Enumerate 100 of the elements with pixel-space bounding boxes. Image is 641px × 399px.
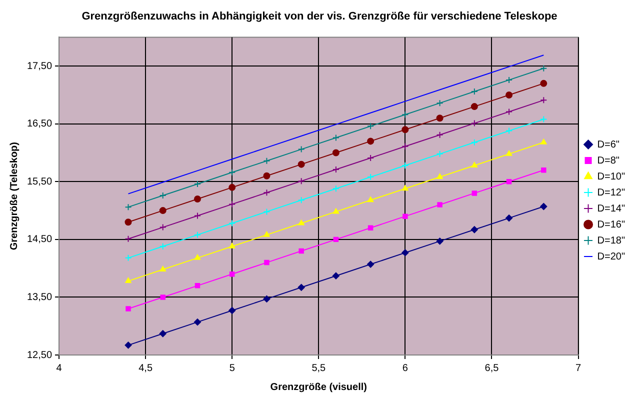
point [470, 103, 478, 110]
y-tick-label: 16,50 [26, 118, 52, 130]
point [470, 88, 478, 96]
point [263, 172, 270, 180]
point [263, 157, 270, 164]
legend-label: D=8" [597, 155, 620, 166]
point [124, 218, 132, 226]
legend-label: D=18" [597, 235, 626, 246]
point [367, 138, 374, 145]
point [437, 202, 442, 208]
point [298, 220, 304, 226]
point [402, 126, 409, 134]
point [194, 283, 200, 288]
point [194, 231, 201, 238]
point [402, 214, 408, 219]
point [470, 120, 478, 127]
point [194, 180, 201, 188]
legend-label: D=20" [597, 251, 626, 262]
point [436, 114, 444, 122]
legend-label: D=12" [597, 187, 626, 198]
point [298, 248, 304, 254]
point [333, 236, 339, 242]
point [471, 162, 478, 168]
point [332, 272, 340, 280]
x-tick-label: 7 [575, 362, 582, 374]
point [506, 108, 513, 116]
point [298, 178, 305, 185]
point [194, 212, 201, 220]
point [263, 295, 270, 302]
point [298, 160, 305, 168]
point [402, 249, 409, 256]
point [436, 174, 443, 180]
point [228, 307, 236, 314]
point [194, 195, 201, 202]
point [436, 150, 444, 158]
point [194, 318, 201, 326]
point [506, 76, 513, 84]
legend-label: D=16" [597, 219, 626, 230]
point [263, 208, 270, 216]
point [229, 271, 235, 277]
point [229, 242, 236, 248]
point [367, 260, 374, 268]
point [298, 196, 305, 204]
point [368, 225, 374, 230]
point [540, 138, 547, 144]
point [298, 284, 305, 291]
x-tick-label: 5 [229, 362, 236, 374]
point [159, 224, 166, 231]
x-tick-label: 6,5 [484, 362, 500, 374]
point [540, 80, 548, 87]
y-tick-label: 14,50 [26, 234, 52, 246]
legend-label: D=10" [597, 171, 626, 182]
y-axis-title: Grenzgröße (Teleskop) [8, 142, 20, 250]
point [124, 342, 132, 349]
point [367, 154, 374, 162]
point [159, 207, 166, 214]
y-tick-label: 15,50 [26, 176, 52, 188]
point [228, 220, 236, 227]
y-tick-label: 17,50 [26, 60, 52, 72]
point [402, 111, 409, 118]
point [126, 306, 131, 312]
point [194, 254, 201, 260]
x-tick-label: 6 [402, 362, 408, 374]
point [506, 179, 512, 184]
point [160, 266, 166, 272]
point [436, 238, 444, 245]
point [367, 122, 374, 130]
point [506, 214, 513, 222]
point [159, 330, 166, 338]
point [540, 203, 548, 210]
point [436, 131, 444, 138]
point [436, 100, 444, 107]
point [402, 142, 409, 150]
point [332, 149, 340, 156]
point [332, 185, 340, 192]
point [470, 138, 478, 146]
y-tick-label: 13,50 [26, 292, 52, 303]
point [332, 134, 340, 142]
point [228, 184, 236, 191]
x-tick-label: 5,5 [312, 362, 326, 374]
point [264, 260, 270, 266]
point [506, 150, 512, 156]
point [506, 127, 513, 134]
legend-label: D=6" [597, 139, 620, 150]
point [264, 231, 270, 237]
point [228, 200, 236, 208]
point [332, 166, 340, 174]
point [402, 185, 408, 191]
point [125, 278, 132, 284]
point [367, 196, 374, 202]
point [160, 294, 166, 300]
point [159, 192, 166, 200]
point [402, 162, 409, 169]
point [228, 168, 236, 176]
x-tick-label: 4,5 [138, 362, 153, 374]
point [298, 146, 305, 153]
y-tick-label: 12,50 [26, 350, 52, 361]
x-axis-title: Grenzgröße (visuell) [270, 382, 367, 393]
x-tick-label: 4 [56, 362, 62, 374]
point [263, 189, 270, 196]
